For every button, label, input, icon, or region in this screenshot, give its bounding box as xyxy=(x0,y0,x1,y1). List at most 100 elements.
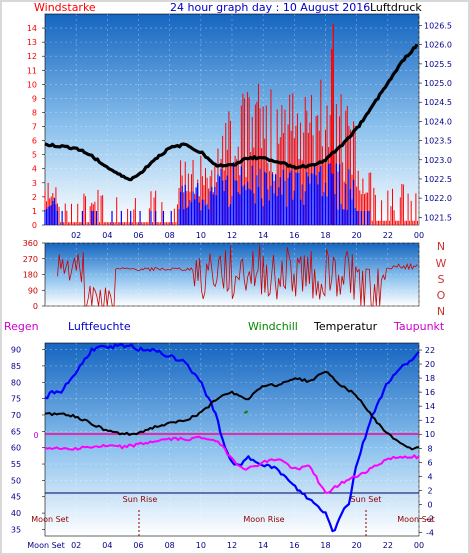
x-tick-label: 04 xyxy=(102,231,112,240)
wind-speed-title: Windstarke xyxy=(34,2,96,14)
x-tick-label: 20 xyxy=(352,541,362,550)
pressure-tick-label: 1021.5 xyxy=(424,213,452,222)
humidity-tick-label: 40 xyxy=(11,509,21,518)
x-tick-label: 00 xyxy=(414,541,424,550)
x-tick-label: 14 xyxy=(258,541,268,550)
pressure-tick-label: 1024.0 xyxy=(424,117,452,126)
x-tick-label: 22 xyxy=(383,231,393,240)
humidity-header: Luftfeuchte xyxy=(68,320,131,333)
wind-tick-label: 5 xyxy=(32,151,37,160)
x-tick-label: 10 xyxy=(196,231,206,240)
wind-tick-label: 0 xyxy=(32,221,37,230)
humidity-tick-label: 75 xyxy=(11,395,21,404)
moon-rise-label: Moon Rise xyxy=(243,515,284,524)
compass-n-top: N xyxy=(437,240,445,253)
pressure-tick-label: 1023.0 xyxy=(424,156,452,165)
humidity-tick-label: 85 xyxy=(11,362,21,371)
temperature-tick-label: 8 xyxy=(427,444,432,453)
x-tick-label: 06 xyxy=(133,231,143,240)
moon-set-left-label: Moon Set xyxy=(31,515,68,524)
wind-tick-label: 6 xyxy=(32,137,37,146)
pressure-tick-label: 1025.5 xyxy=(424,60,452,69)
x-tick-label: 18 xyxy=(320,231,330,240)
wind-tick-label: 13 xyxy=(27,38,37,47)
x-tick-label: 12 xyxy=(227,231,237,240)
humidity-tick-label: 35 xyxy=(11,525,21,534)
pressure-tick-label: 1025.0 xyxy=(424,79,452,88)
windchill-line xyxy=(243,410,249,415)
wind-tick-label: 7 xyxy=(32,123,37,132)
temperature-tick-label: -4 xyxy=(426,528,434,537)
temperature-tick-label: 2 xyxy=(427,486,432,495)
direction-tick-label: 360 xyxy=(23,239,38,248)
temperature-tick-label: 12 xyxy=(425,416,435,425)
pressure-tick-label: 1026.5 xyxy=(424,22,452,31)
rain-header: Regen xyxy=(4,320,39,333)
pressure-tick-label: 1022.0 xyxy=(424,194,452,203)
temperature-header: Temperatur xyxy=(313,320,378,333)
wind-tick-label: 1 xyxy=(32,207,37,216)
temperature-tick-label: 16 xyxy=(425,388,435,397)
wind-direction-line xyxy=(57,244,418,307)
temperature-tick-label: 6 xyxy=(427,458,432,467)
x-tick-label: 16 xyxy=(289,231,299,240)
wind-tick-label: 4 xyxy=(32,165,37,174)
temperature-tick-label: 22 xyxy=(425,346,435,355)
wind-tick-label: 3 xyxy=(32,179,37,188)
humidity-tick-label: 55 xyxy=(11,460,21,469)
humidity-line xyxy=(44,343,420,533)
x-tick-label: 18 xyxy=(320,541,330,550)
humidity-tick-label: 60 xyxy=(11,444,21,453)
humidity-tick-label: 70 xyxy=(11,411,21,420)
pressure-tick-label: 1022.5 xyxy=(424,175,452,184)
x-tick-label: 00 xyxy=(414,231,424,240)
windchill-header: Windchill xyxy=(248,320,298,333)
dewpoint-line xyxy=(44,435,420,494)
temperature-tick-label: 0 xyxy=(427,500,432,509)
temperature-tick-label: 20 xyxy=(425,360,435,369)
wind-tick-label: 8 xyxy=(32,108,37,117)
direction-tick-label: 0 xyxy=(33,302,38,311)
pressure-tick-label: 1024.5 xyxy=(424,98,452,107)
sun-rise-label: Sun Rise xyxy=(123,495,158,504)
dewpoint-header: Taupunkt xyxy=(393,320,445,333)
wind-tick-label: 11 xyxy=(27,66,37,75)
x-tick-label: 02 xyxy=(71,541,81,550)
x-tick-label: 16 xyxy=(289,541,299,550)
x-tick-label: 02 xyxy=(71,231,81,240)
sun-set-label: Sun Set xyxy=(351,495,382,504)
pressure-line xyxy=(44,43,419,182)
climate-axes: 354045505560657075808590-4-2024681012141… xyxy=(11,346,435,550)
wind-pressure-axes: 012345678910111213141021.51022.01022.510… xyxy=(27,22,452,240)
direction-tick-label: 270 xyxy=(23,255,38,264)
pressure-tick-label: 1023.5 xyxy=(424,137,452,146)
direction-tick-label: 180 xyxy=(23,271,38,280)
wind-tick-label: 9 xyxy=(32,94,37,103)
wind-tick-label: 14 xyxy=(27,24,37,33)
climate-plot-area xyxy=(44,342,420,537)
graph-title: 24 hour graph day : 10 August 2016 xyxy=(170,2,370,14)
pressure-tick-label: 1026.0 xyxy=(424,41,452,50)
temperature-tick-label: 4 xyxy=(427,472,432,481)
x-tick-label: 20 xyxy=(352,231,362,240)
x-tick-label: 12 xyxy=(227,541,237,550)
wind-tick-label: 2 xyxy=(32,193,37,202)
humidity-tick-label: 90 xyxy=(11,346,21,355)
x-tick-label: 10 xyxy=(196,541,206,550)
rain-zero-label: 0 xyxy=(33,431,38,440)
direction-tick-label: 90 xyxy=(28,286,38,295)
temperature-tick-label: 10 xyxy=(425,430,435,439)
temperature-line xyxy=(44,371,420,451)
x-tick-label: 22 xyxy=(383,541,393,550)
temperature-tick-label: 18 xyxy=(425,374,435,383)
wind-gust-bars xyxy=(44,162,370,225)
humidity-tick-label: 45 xyxy=(11,493,21,502)
humidity-tick-label: 80 xyxy=(11,378,21,387)
compass-w: W xyxy=(436,257,447,270)
pressure-title: Luftdruck xyxy=(370,2,422,14)
x-tick-label: 08 xyxy=(165,541,175,550)
compass-s: S xyxy=(438,273,445,286)
temperature-tick-label: 14 xyxy=(425,402,435,411)
